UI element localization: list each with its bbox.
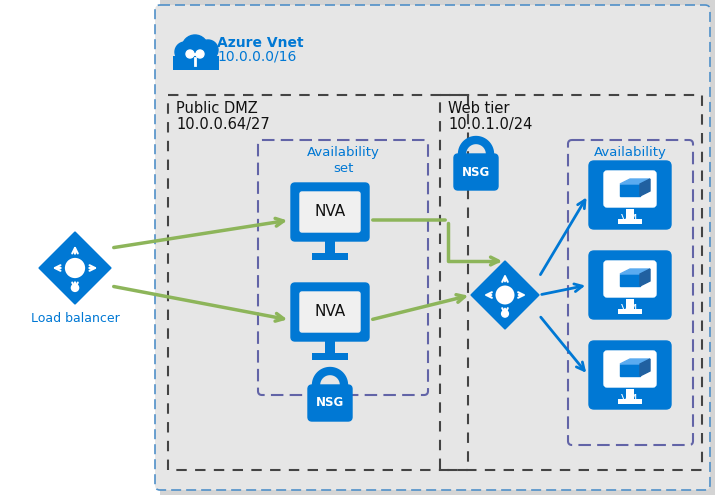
Polygon shape [620, 269, 650, 274]
Circle shape [190, 49, 208, 67]
Circle shape [180, 49, 198, 67]
Polygon shape [471, 261, 539, 329]
Text: VM: VM [621, 394, 638, 404]
Circle shape [502, 310, 508, 317]
FancyBboxPatch shape [589, 161, 671, 229]
FancyBboxPatch shape [291, 283, 369, 341]
Text: Web tier: Web tier [448, 101, 510, 116]
Bar [618, 309, 642, 314]
Circle shape [198, 40, 218, 60]
FancyBboxPatch shape [589, 341, 671, 409]
Bar [626, 299, 634, 309]
Polygon shape [39, 232, 111, 304]
Polygon shape [640, 359, 650, 376]
Circle shape [182, 35, 208, 61]
Bar [626, 389, 634, 399]
Bar [618, 219, 642, 224]
Polygon shape [620, 184, 640, 196]
Circle shape [72, 284, 79, 292]
Bar [440, 95, 702, 470]
Bar [626, 209, 634, 219]
Bar [168, 95, 468, 470]
Text: VM: VM [621, 214, 638, 224]
Polygon shape [640, 269, 650, 286]
Text: Azure Vnet: Azure Vnet [217, 36, 304, 50]
Circle shape [196, 50, 204, 58]
FancyBboxPatch shape [155, 5, 710, 490]
Text: Public DMZ: Public DMZ [176, 101, 257, 116]
FancyBboxPatch shape [604, 171, 656, 207]
Bar [312, 353, 348, 360]
Polygon shape [620, 274, 640, 286]
FancyBboxPatch shape [300, 292, 360, 332]
Polygon shape [620, 359, 650, 364]
Text: Availability
set: Availability set [594, 146, 667, 175]
Text: NVA: NVA [315, 304, 345, 319]
Text: NSG: NSG [316, 396, 344, 409]
FancyBboxPatch shape [300, 192, 360, 232]
Text: NSG: NSG [462, 165, 490, 179]
Bar [325, 241, 335, 253]
FancyBboxPatch shape [589, 251, 671, 319]
FancyBboxPatch shape [308, 385, 352, 421]
Bar [0, 0, 160, 495]
Text: 10.0.0.0/16: 10.0.0.0/16 [217, 50, 297, 64]
Text: Load balancer: Load balancer [31, 312, 119, 325]
Text: 10.0.0.64/27: 10.0.0.64/27 [176, 117, 270, 132]
Text: Availability
set: Availability set [307, 146, 380, 175]
Polygon shape [640, 179, 650, 196]
Circle shape [175, 42, 195, 62]
Text: 10.0.1.0/24: 10.0.1.0/24 [448, 117, 533, 132]
Circle shape [64, 256, 87, 280]
FancyBboxPatch shape [604, 351, 656, 387]
Circle shape [186, 50, 194, 58]
FancyBboxPatch shape [291, 183, 369, 241]
Text: NVA: NVA [315, 204, 345, 219]
Polygon shape [620, 364, 640, 376]
Bar [173, 56, 219, 70]
Polygon shape [620, 179, 650, 184]
FancyBboxPatch shape [604, 261, 656, 297]
Text: VM: VM [621, 304, 638, 314]
Bar [312, 253, 348, 260]
FancyBboxPatch shape [454, 154, 498, 190]
Bar [618, 399, 642, 404]
Circle shape [494, 284, 516, 306]
Bar [325, 341, 335, 353]
